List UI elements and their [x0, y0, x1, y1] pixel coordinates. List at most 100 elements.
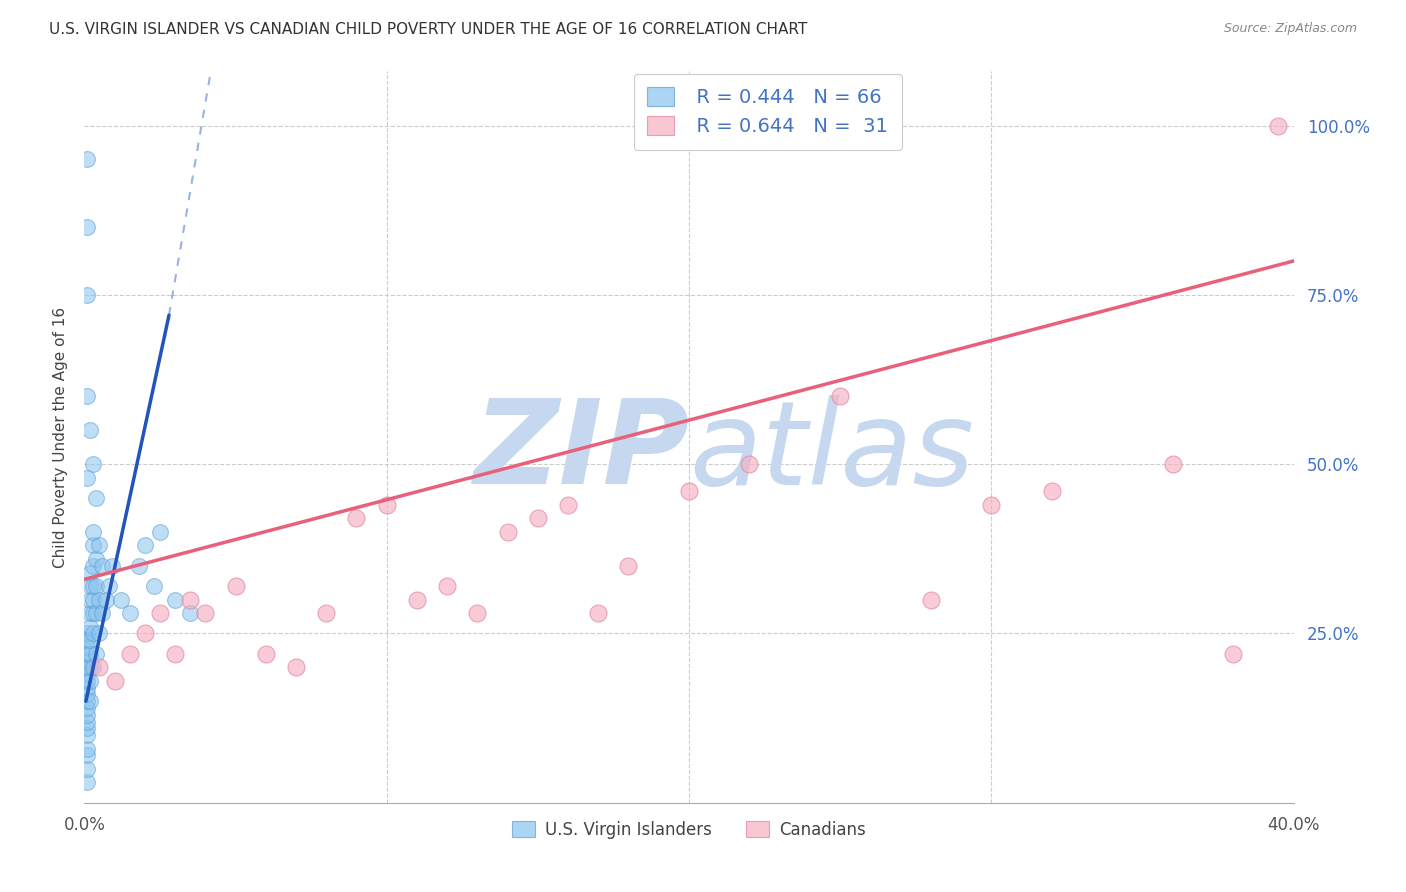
Text: ZIP: ZIP: [472, 394, 689, 509]
Point: [97, 579, 120, 593]
Point: [76, 654, 98, 668]
Point: [79, 647, 101, 661]
Point: [89, 538, 111, 552]
Point: [617, 558, 640, 573]
Point: [179, 606, 201, 620]
Point: [346, 511, 368, 525]
Point: [134, 626, 156, 640]
Point: [980, 498, 1002, 512]
Point: [82, 626, 104, 640]
Text: atlas: atlas: [689, 394, 974, 508]
Point: [118, 647, 141, 661]
Legend: U.S. Virgin Islanders, Canadians: U.S. Virgin Islanders, Canadians: [506, 814, 872, 846]
Point: [225, 579, 247, 593]
Point: [1267, 119, 1289, 133]
Point: [76, 681, 98, 695]
Point: [91, 558, 114, 573]
Point: [436, 579, 458, 593]
Point: [406, 592, 429, 607]
Point: [179, 592, 201, 607]
Point: [165, 647, 187, 661]
Point: [79, 579, 101, 593]
Point: [82, 660, 104, 674]
Point: [76, 748, 98, 763]
Point: [678, 484, 700, 499]
Point: [76, 660, 98, 674]
Point: [76, 688, 98, 702]
Point: [149, 524, 172, 539]
Text: U.S. VIRGIN ISLANDER VS CANADIAN CHILD POVERTY UNDER THE AGE OF 16 CORRELATION C: U.S. VIRGIN ISLANDER VS CANADIAN CHILD P…: [49, 22, 807, 37]
Point: [76, 471, 98, 485]
Text: Source: ZipAtlas.com: Source: ZipAtlas.com: [1223, 22, 1357, 36]
Point: [79, 620, 101, 634]
Y-axis label: Child Poverty Under the Age of 16: Child Poverty Under the Age of 16: [52, 307, 67, 567]
Point: [76, 707, 98, 722]
Point: [94, 592, 117, 607]
Point: [76, 153, 98, 167]
Point: [920, 592, 942, 607]
Point: [82, 538, 104, 552]
Point: [79, 606, 101, 620]
Point: [82, 579, 104, 593]
Point: [100, 558, 122, 573]
Point: [194, 606, 217, 620]
Point: [738, 457, 761, 471]
Point: [82, 592, 104, 607]
Point: [76, 220, 98, 235]
Point: [86, 552, 108, 566]
Point: [76, 714, 98, 729]
Point: [79, 592, 101, 607]
Point: [496, 524, 519, 539]
Point: [467, 606, 489, 620]
Point: [76, 640, 98, 654]
Point: [76, 288, 98, 302]
Point: [89, 626, 111, 640]
Point: [142, 579, 165, 593]
Point: [79, 633, 101, 648]
Point: [134, 538, 156, 552]
Point: [315, 606, 337, 620]
Point: [79, 660, 101, 674]
Point: [375, 498, 398, 512]
Point: [557, 498, 579, 512]
Point: [76, 667, 98, 681]
Point: [76, 389, 98, 403]
Point: [588, 606, 610, 620]
Point: [79, 423, 101, 437]
Point: [76, 633, 98, 648]
Point: [76, 701, 98, 715]
Point: [79, 694, 101, 708]
Point: [527, 511, 550, 525]
Point: [110, 592, 132, 607]
Point: [79, 566, 101, 580]
Point: [1222, 647, 1244, 661]
Point: [89, 592, 111, 607]
Point: [91, 606, 114, 620]
Point: [86, 579, 108, 593]
Point: [86, 647, 108, 661]
Point: [76, 673, 98, 688]
Point: [76, 728, 98, 742]
Point: [76, 762, 98, 776]
Point: [76, 694, 98, 708]
Point: [82, 558, 104, 573]
Point: [118, 606, 141, 620]
Point: [149, 606, 172, 620]
Point: [76, 647, 98, 661]
Point: [82, 457, 104, 471]
Point: [86, 606, 108, 620]
Point: [76, 775, 98, 789]
Point: [76, 626, 98, 640]
Point: [165, 592, 187, 607]
Point: [1040, 484, 1063, 499]
Point: [285, 660, 308, 674]
Point: [128, 558, 150, 573]
Point: [82, 524, 104, 539]
Point: [79, 673, 101, 688]
Point: [86, 491, 108, 505]
Point: [76, 721, 98, 735]
Point: [830, 389, 852, 403]
Point: [104, 673, 127, 688]
Point: [82, 606, 104, 620]
Point: [89, 660, 111, 674]
